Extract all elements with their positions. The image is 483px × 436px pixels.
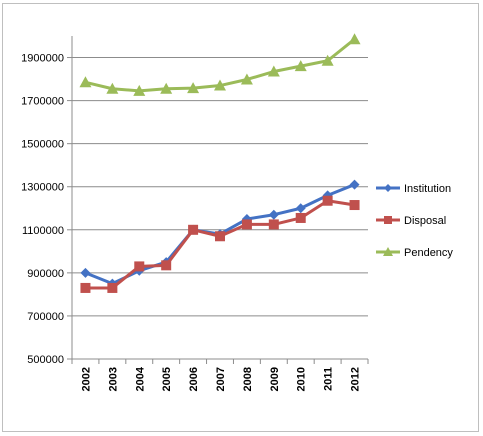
data-point-pendency (79, 76, 92, 88)
x-tick-label: 2011 (323, 367, 335, 391)
y-axis-tick-labels: 1900000 1700000 1500000 1300000 1100000 90000… (21, 53, 64, 366)
x-tick-label: 2008 (242, 367, 254, 391)
y-tick-label: 1700000 (21, 96, 64, 108)
x-axis-tick-labels: 2002 2003 2004 2005 2006 2007 2008 2009 2010 2011… (80, 366, 361, 391)
data-point-institution (349, 179, 360, 190)
data-point-pendency (133, 84, 146, 96)
data-point-disposal (322, 195, 333, 206)
data-point-disposal (268, 219, 279, 230)
data-point-pendency (106, 82, 119, 94)
chart-frame (2, 3, 479, 432)
x-tick-label: 2010 (296, 367, 308, 391)
data-point-pendency (160, 82, 173, 94)
data-point-disposal (134, 261, 145, 272)
data-point-disposal (241, 219, 252, 230)
legend-label: Institution (404, 183, 451, 195)
y-tick-label: 1300000 (21, 182, 64, 194)
x-tick-label: 2004 (134, 366, 146, 391)
x-tick-label: 2012 (350, 367, 362, 391)
series-group (79, 33, 361, 293)
y-tick-label: 1100000 (22, 225, 64, 237)
data-point-institution (268, 209, 279, 220)
x-tick-label: 2006 (188, 367, 200, 391)
y-tick-label: 1900000 (21, 53, 64, 65)
x-tick-label: 2009 (269, 367, 281, 391)
data-point-institution (80, 267, 91, 278)
x-tick-label: 2002 (80, 367, 92, 391)
data-point-disposal (161, 260, 172, 271)
data-point-pendency (294, 60, 307, 72)
data-point-disposal (188, 224, 199, 235)
y-tick-label: 700000 (27, 311, 64, 323)
x-tick-label: 2005 (161, 367, 173, 391)
data-point-pendency (348, 33, 361, 45)
data-point-pendency (321, 54, 334, 66)
legend-item-pendency: Pendency (376, 247, 453, 259)
series-disposal (80, 195, 360, 293)
y-tick-label: 900000 (27, 268, 64, 280)
legend-marker-pendency (383, 247, 393, 256)
y-tick-label: 1500000 (21, 139, 64, 151)
data-point-disposal (295, 212, 306, 223)
legend: Institution Disposal Pendency (376, 183, 453, 259)
x-tick-label: 2007 (215, 367, 227, 391)
data-point-disposal (107, 282, 118, 293)
data-point-disposal (215, 231, 225, 242)
legend-item-disposal: Disposal (376, 215, 446, 227)
data-point-pendency (240, 73, 253, 85)
axes (67, 36, 369, 364)
legend-item-institution: Institution (376, 183, 451, 195)
legend-label: Pendency (404, 247, 453, 259)
data-point-pendency (214, 79, 226, 91)
gridlines (72, 57, 368, 317)
data-point-pendency (187, 82, 200, 94)
data-point-institution (295, 203, 306, 214)
data-point-disposal (349, 200, 360, 211)
legend-marker-institution (384, 184, 392, 192)
series-pendency (79, 33, 361, 96)
legend-marker-disposal (384, 216, 392, 224)
y-tick-label: 500000 (27, 354, 64, 366)
legend-label: Disposal (404, 215, 446, 227)
x-tick-label: 2003 (107, 367, 119, 391)
data-point-disposal (80, 282, 91, 293)
data-point-pendency (267, 65, 280, 77)
series-line-disposal (85, 199, 355, 290)
